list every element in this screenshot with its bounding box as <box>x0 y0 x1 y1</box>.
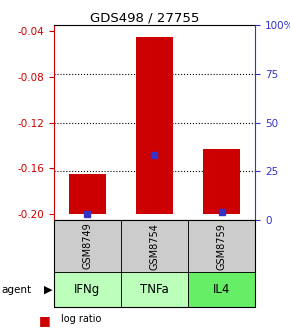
Bar <box>69 174 106 214</box>
Text: ▶: ▶ <box>44 285 52 295</box>
Bar <box>203 149 240 214</box>
Text: IFNg: IFNg <box>74 283 100 296</box>
Bar <box>136 37 173 214</box>
Text: GDS498 / 27755: GDS498 / 27755 <box>90 12 200 25</box>
Text: IL4: IL4 <box>213 283 230 296</box>
Text: ■: ■ <box>39 314 51 327</box>
Text: GSM8759: GSM8759 <box>217 223 226 269</box>
Text: GSM8749: GSM8749 <box>82 223 92 269</box>
Text: agent: agent <box>1 285 32 295</box>
Text: log ratio: log ratio <box>61 314 101 324</box>
Text: GSM8754: GSM8754 <box>149 223 160 269</box>
Text: TNFa: TNFa <box>140 283 169 296</box>
